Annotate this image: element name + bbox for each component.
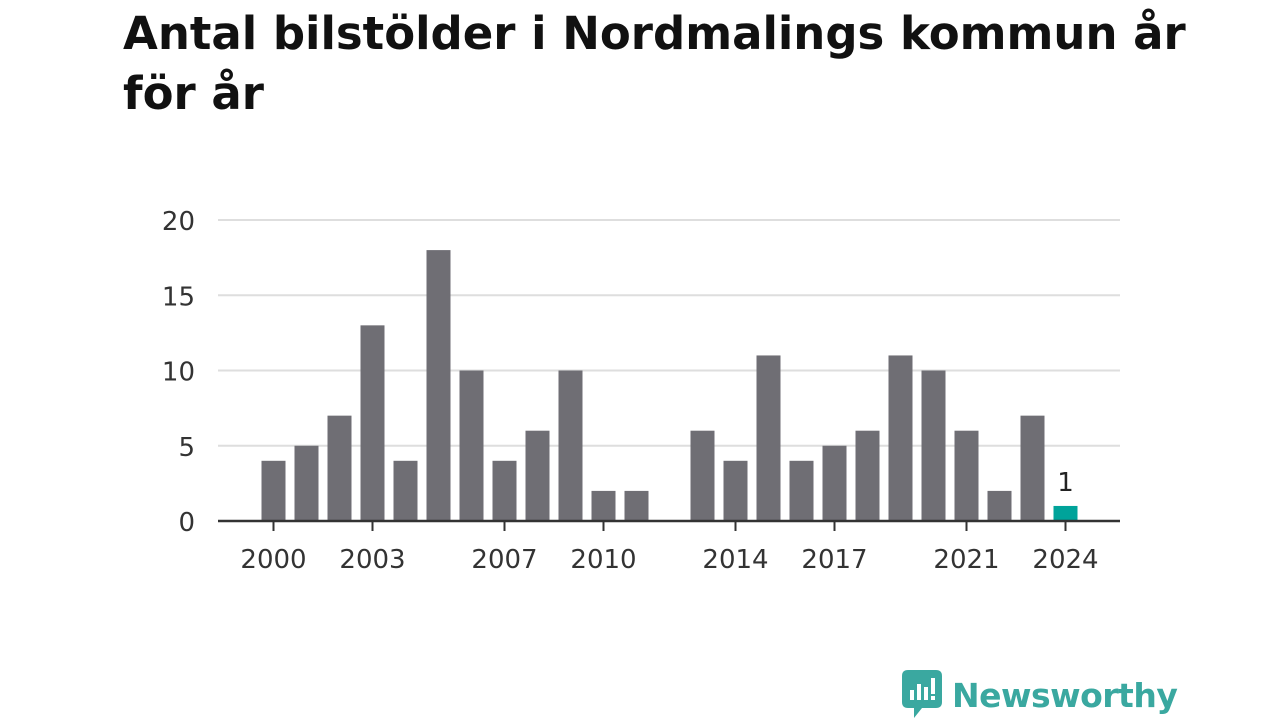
bar-highlight bbox=[1053, 505, 1078, 521]
bar bbox=[492, 460, 517, 521]
bar bbox=[987, 490, 1012, 521]
newsworthy-logo: Newsworthy bbox=[902, 670, 1178, 720]
bar bbox=[360, 325, 385, 521]
x-tick-label: 2014 bbox=[702, 545, 768, 575]
bars bbox=[261, 250, 1078, 521]
bar bbox=[327, 415, 352, 521]
x-tick-label: 2007 bbox=[471, 545, 537, 575]
bar bbox=[855, 430, 880, 521]
x-tick-label: 2003 bbox=[339, 545, 405, 575]
x-axis: 2000 2003 2007 2010 2014 2017 2021 2024 bbox=[218, 519, 1120, 575]
x-tick-label: 2000 bbox=[240, 545, 306, 575]
bar bbox=[888, 355, 913, 521]
bar bbox=[426, 250, 451, 521]
bar bbox=[822, 445, 847, 521]
y-tick-label: 15 bbox=[162, 282, 195, 312]
bar bbox=[789, 460, 814, 521]
bar bbox=[624, 490, 649, 521]
newsworthy-logo-icon bbox=[902, 670, 942, 718]
bar bbox=[525, 430, 550, 521]
bar bbox=[1020, 415, 1045, 521]
bar bbox=[921, 370, 946, 521]
bar bbox=[756, 355, 781, 521]
bar bbox=[591, 490, 616, 521]
bar bbox=[261, 460, 286, 521]
gridlines bbox=[218, 219, 1120, 447]
x-tick-label: 2021 bbox=[933, 545, 999, 575]
y-tick-label: 10 bbox=[162, 358, 195, 388]
data-label: 1 bbox=[1057, 468, 1074, 498]
bar bbox=[294, 445, 319, 521]
bar bbox=[690, 430, 715, 521]
bar bbox=[723, 460, 748, 521]
x-tick-label: 2010 bbox=[570, 545, 636, 575]
chart-title: Antal bilstölder i Nordmalings kommun år… bbox=[123, 7, 1186, 120]
bar bbox=[459, 370, 484, 521]
x-tick-label: 2017 bbox=[801, 545, 867, 575]
y-axis-ticks: 0 5 10 15 20 bbox=[162, 207, 195, 538]
data-labels: 1 bbox=[1057, 468, 1074, 498]
bar bbox=[954, 430, 979, 521]
y-tick-label: 20 bbox=[162, 207, 195, 237]
y-tick-label: 0 bbox=[178, 508, 195, 538]
y-tick-label: 5 bbox=[178, 433, 195, 463]
x-tick-label: 2024 bbox=[1032, 545, 1098, 575]
brand-name: Newsworthy bbox=[952, 675, 1178, 715]
bar bbox=[558, 370, 583, 521]
bar bbox=[393, 460, 418, 521]
